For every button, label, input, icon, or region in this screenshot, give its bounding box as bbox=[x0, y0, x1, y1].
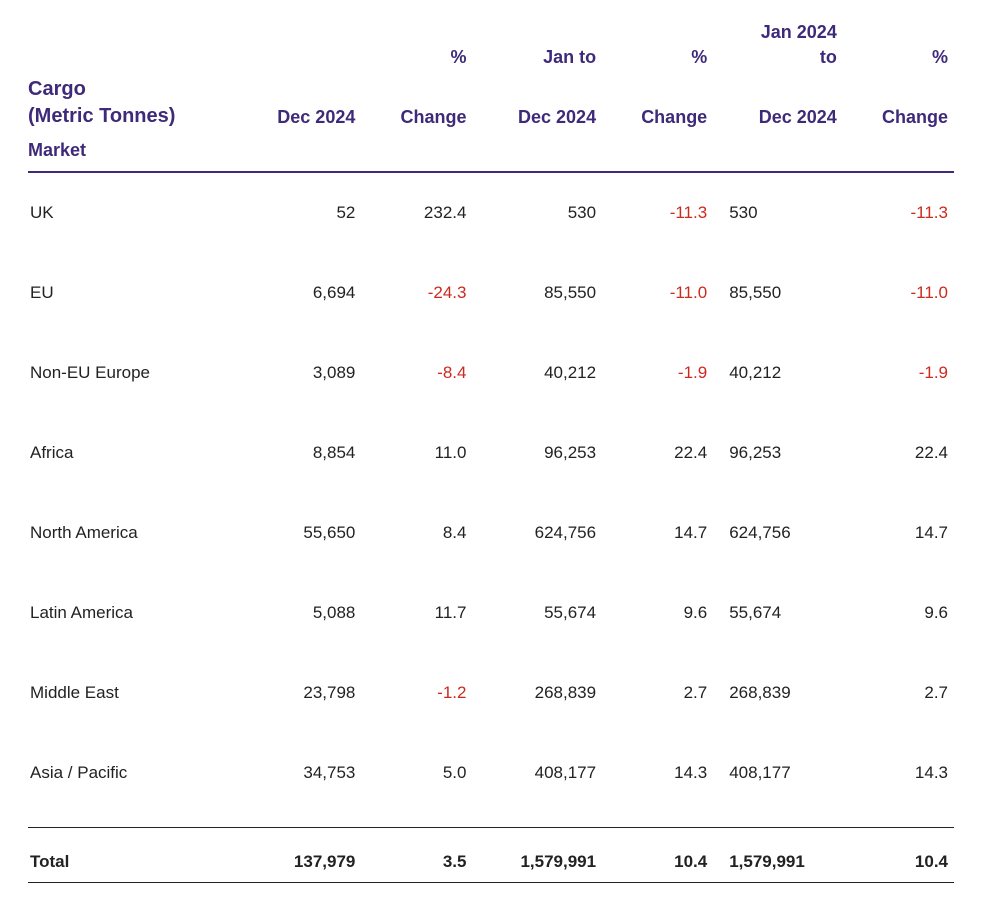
table-row: North America55,6508.4624,75614.7624,756… bbox=[28, 493, 954, 573]
table-row: EU6,694-24.385,550-11.085,550-11.0 bbox=[28, 253, 954, 333]
col-roll-line3: Dec 2024 bbox=[759, 107, 837, 127]
cell-market: Africa bbox=[28, 413, 250, 493]
cell-dec: 23,798 bbox=[250, 653, 361, 733]
col-roll-line2: to bbox=[713, 45, 837, 70]
cell-ytd: 408,177 bbox=[472, 733, 602, 813]
cell-market: North America bbox=[28, 493, 250, 573]
cell-chg2: 14.7 bbox=[602, 493, 713, 573]
cell-dec: 6,694 bbox=[250, 253, 361, 333]
total-dec: 137,979 bbox=[250, 828, 361, 883]
cell-roll: 40,212 bbox=[713, 333, 843, 413]
col-roll-line1: Jan 2024 bbox=[713, 20, 837, 45]
cell-roll: 96,253 bbox=[713, 413, 843, 493]
cargo-table: % Jan to % Jan 2024 to % Cargo (Metric T… bbox=[28, 20, 954, 883]
col-chg1-line2: Change bbox=[400, 107, 466, 127]
cell-roll: 530 bbox=[713, 172, 843, 253]
cell-chg3: 9.6 bbox=[843, 573, 954, 653]
total-label: Total bbox=[28, 828, 250, 883]
cell-roll: 624,756 bbox=[713, 493, 843, 573]
cell-market: EU bbox=[28, 253, 250, 333]
cell-chg1: -1.2 bbox=[361, 653, 472, 733]
total-chg1: 3.5 bbox=[361, 828, 472, 883]
cell-chg1: 232.4 bbox=[361, 172, 472, 253]
title-line1: Cargo bbox=[28, 76, 250, 103]
cell-chg3: 14.7 bbox=[843, 493, 954, 573]
cell-chg2: 14.3 bbox=[602, 733, 713, 813]
table-row: Non-EU Europe3,089-8.440,212-1.940,212-1… bbox=[28, 333, 954, 413]
col-chg2-line2: Change bbox=[641, 107, 707, 127]
market-label: Market bbox=[28, 136, 250, 172]
cell-chg1: 5.0 bbox=[361, 733, 472, 813]
cell-ytd: 530 bbox=[472, 172, 602, 253]
cell-ytd: 96,253 bbox=[472, 413, 602, 493]
cell-roll: 268,839 bbox=[713, 653, 843, 733]
cell-chg3: 14.3 bbox=[843, 733, 954, 813]
cell-dec: 55,650 bbox=[250, 493, 361, 573]
header-row-top: % Jan to % Jan 2024 to % bbox=[28, 20, 954, 76]
cell-chg1: 8.4 bbox=[361, 493, 472, 573]
cell-dec: 8,854 bbox=[250, 413, 361, 493]
cell-chg1: 11.7 bbox=[361, 573, 472, 653]
table-row: UK52232.4530-11.3530-11.3 bbox=[28, 172, 954, 253]
total-ytd: 1,579,991 bbox=[472, 828, 602, 883]
header-row-bottom: Cargo (Metric Tonnes) Dec 2024 Change De… bbox=[28, 76, 954, 136]
cell-roll: 408,177 bbox=[713, 733, 843, 813]
cell-ytd: 85,550 bbox=[472, 253, 602, 333]
cell-dec: 5,088 bbox=[250, 573, 361, 653]
cell-dec: 3,089 bbox=[250, 333, 361, 413]
cell-dec: 52 bbox=[250, 172, 361, 253]
cell-ytd: 624,756 bbox=[472, 493, 602, 573]
table-row: Middle East23,798-1.2268,8392.7268,8392.… bbox=[28, 653, 954, 733]
cell-market: Non-EU Europe bbox=[28, 333, 250, 413]
cell-market: UK bbox=[28, 172, 250, 253]
col-ytd-line1: Jan to bbox=[543, 47, 596, 67]
cell-chg2: 9.6 bbox=[602, 573, 713, 653]
cell-chg1: 11.0 bbox=[361, 413, 472, 493]
table-row: Africa8,85411.096,25322.496,25322.4 bbox=[28, 413, 954, 493]
cell-chg3: -11.0 bbox=[843, 253, 954, 333]
cell-chg3: -1.9 bbox=[843, 333, 954, 413]
cell-chg2: 22.4 bbox=[602, 413, 713, 493]
cell-ytd: 268,839 bbox=[472, 653, 602, 733]
table-row: Asia / Pacific34,7535.0408,17714.3408,17… bbox=[28, 733, 954, 813]
cell-ytd: 55,674 bbox=[472, 573, 602, 653]
cell-chg2: -11.0 bbox=[602, 253, 713, 333]
col-chg3-line2: Change bbox=[882, 107, 948, 127]
cell-chg1: -24.3 bbox=[361, 253, 472, 333]
total-chg3: 10.4 bbox=[843, 828, 954, 883]
market-label-row: Market bbox=[28, 136, 954, 172]
cell-market: Asia / Pacific bbox=[28, 733, 250, 813]
title-line2: (Metric Tonnes) bbox=[28, 103, 250, 130]
total-row: Total 137,979 3.5 1,579,991 10.4 1,579,9… bbox=[28, 828, 954, 883]
cell-chg2: -1.9 bbox=[602, 333, 713, 413]
cell-roll: 85,550 bbox=[713, 253, 843, 333]
col-dec: Dec 2024 bbox=[277, 107, 355, 127]
cell-chg3: 2.7 bbox=[843, 653, 954, 733]
cell-ytd: 40,212 bbox=[472, 333, 602, 413]
col-chg2-line1: % bbox=[691, 47, 707, 67]
cell-dec: 34,753 bbox=[250, 733, 361, 813]
table-body: UK52232.4530-11.3530-11.3EU6,694-24.385,… bbox=[28, 172, 954, 813]
cell-market: Latin America bbox=[28, 573, 250, 653]
total-chg2: 10.4 bbox=[602, 828, 713, 883]
col-ytd-line2: Dec 2024 bbox=[518, 107, 596, 127]
col-chg1-line1: % bbox=[450, 47, 466, 67]
total-roll: 1,579,991 bbox=[713, 828, 843, 883]
cell-market: Middle East bbox=[28, 653, 250, 733]
cell-chg3: -11.3 bbox=[843, 172, 954, 253]
cell-chg1: -8.4 bbox=[361, 333, 472, 413]
cell-chg2: 2.7 bbox=[602, 653, 713, 733]
col-chg3-line1: % bbox=[932, 47, 948, 67]
cell-chg2: -11.3 bbox=[602, 172, 713, 253]
cell-roll: 55,674 bbox=[713, 573, 843, 653]
table-row: Latin America5,08811.755,6749.655,6749.6 bbox=[28, 573, 954, 653]
rule-above-total bbox=[28, 813, 954, 828]
cell-chg3: 22.4 bbox=[843, 413, 954, 493]
